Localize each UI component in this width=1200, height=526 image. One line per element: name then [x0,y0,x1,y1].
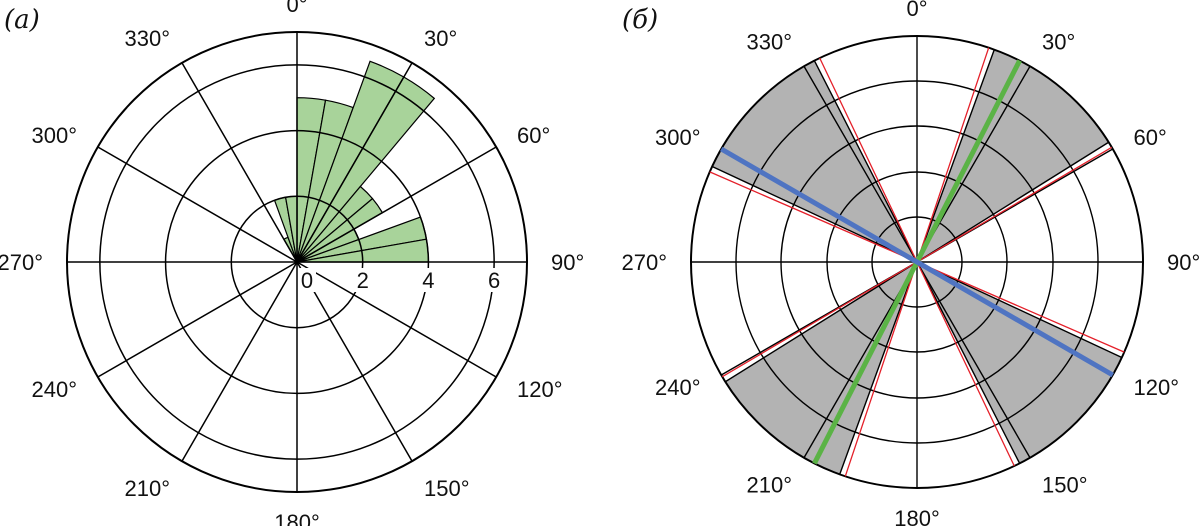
spoke [296,261,497,378]
direction-label: 60° [1134,125,1167,150]
direction-label: 210° [746,473,792,498]
confidence-boundary-line [916,47,990,263]
direction-label: 90° [551,250,584,275]
direction-label: 30° [424,26,457,51]
tick-label-backing [419,268,438,292]
shaded-sector [917,49,1109,262]
direction-label: 210° [124,476,170,501]
spoke [296,261,413,462]
direction-label: 300° [655,125,701,150]
tick-label-backing [485,268,504,292]
confidence-boundary-line [916,146,1113,263]
direction-label: 90° [1167,250,1200,275]
direction-label: 330° [124,26,170,51]
spoke [97,261,298,378]
direction-label: 150° [1042,473,1088,498]
spoke [181,62,298,263]
sector-edge-line [916,261,1123,359]
direction-label: 270° [621,250,667,275]
confidence-boundary-line [819,57,918,263]
sector-edge-line [839,261,918,475]
spoke [181,261,298,462]
sector-edge-line [711,165,918,263]
direction-label: 330° [746,30,792,55]
tick-label-backing [353,268,372,292]
confidence-boundary-line [916,261,1125,353]
sector-edge-line [916,261,1021,464]
direction-label: 180° [894,506,940,526]
direction-label: 270° [0,250,43,275]
sector-diagram-panel: 0° 30° 60° 90° 120° 150° 180° 210° 240° 270° 300° 3… [621,0,1200,526]
sector-edge-line [813,60,918,263]
shaded-sector [917,262,1122,464]
direction-label: 300° [31,123,77,148]
direction-label: 30° [1042,30,1075,55]
direction-label: 120° [517,377,563,402]
direction-label: 240° [655,375,701,400]
radial-tick-label: 6 [488,268,500,293]
confidence-boundary-line [721,261,918,378]
panel-label-b: (б) [622,5,658,35]
sector-edge-line [724,261,918,383]
direction-label: 0° [906,0,927,21]
radial-tick-label: 2 [357,268,369,293]
spoke [296,62,413,263]
direction-label: 180° [274,510,320,526]
tick-label-backing [298,268,316,292]
direction-label: 0° [286,0,307,17]
mean-direction-line-blue [720,146,1114,378]
direction-label: 120° [1134,375,1180,400]
shaded-sector [712,60,917,262]
direction-label: 150° [424,476,470,501]
sector-edge-line [916,141,1110,263]
spoke [803,65,918,263]
spoke [296,146,497,263]
spoke [916,261,1031,459]
direction-label: 240° [31,377,77,402]
confidence-boundary-line [709,171,918,263]
confidence-boundary-line [844,261,918,477]
spoke [97,146,298,263]
radial-tick-label: 4 [422,268,434,293]
panel-label-a: (а) [4,5,40,35]
confidence-boundary-line [916,261,1015,467]
sector-edge-line [916,49,995,263]
shaded-sector [725,262,917,475]
rose-diagram-panel: 0 2 4 60°30°60°90°120°150°180°210°240°270°3… [0,0,584,526]
direction-label: 60° [517,123,550,148]
radial-tick-label: 0 [301,268,313,293]
